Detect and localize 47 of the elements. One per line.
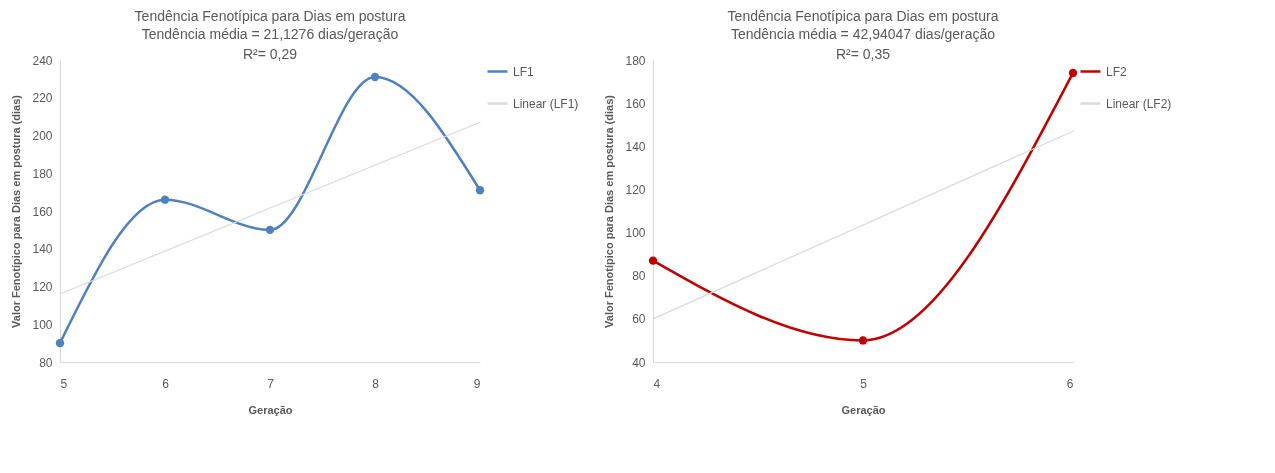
x-tick-label: 4 bbox=[653, 376, 661, 391]
y-tick-label: 80 bbox=[39, 355, 53, 370]
y-tick-label: 200 bbox=[32, 129, 53, 143]
y-tick-label: 220 bbox=[32, 91, 53, 106]
y-tick-label: 160 bbox=[625, 96, 646, 111]
x-axis-title: Geração bbox=[841, 403, 886, 416]
point bbox=[265, 225, 275, 235]
y-tick-label: 60 bbox=[632, 312, 646, 327]
annotation: R²= 0,35 bbox=[835, 46, 891, 62]
point bbox=[160, 195, 170, 204]
chart-title: Tendência Fenotípica para Dias em postura bbox=[134, 8, 406, 24]
y-tick-label: 100 bbox=[625, 226, 646, 241]
point bbox=[648, 256, 658, 265]
point bbox=[1068, 68, 1078, 78]
point bbox=[475, 186, 485, 195]
y-tick-label: 80 bbox=[632, 269, 646, 284]
y-tick-label: 40 bbox=[632, 355, 646, 370]
y-tick-label: 140 bbox=[625, 139, 646, 154]
y-tick-label: 120 bbox=[32, 280, 53, 294]
x-tick-label: 8 bbox=[372, 376, 380, 391]
x-tick-label: 7 bbox=[267, 376, 275, 391]
x-tick-label: 5 bbox=[860, 376, 868, 391]
y-tick-label: 180 bbox=[625, 53, 646, 68]
chart-title: Tendência Fenotípica para Dias em postura bbox=[727, 8, 999, 24]
chart-subtitle: Tendência média = 21,1276 dias/geração bbox=[141, 26, 399, 42]
point bbox=[55, 338, 65, 348]
legend-label: Linear (LF1) bbox=[513, 96, 579, 111]
y-tick-label: 120 bbox=[625, 182, 646, 197]
y-axis-title: Valor Fenotípico para Dias em postura (dias) bbox=[10, 94, 23, 328]
legend-label: Linear (LF2) bbox=[1106, 96, 1172, 111]
y-tick-label: 160 bbox=[32, 204, 53, 219]
x-tick-label: 5 bbox=[60, 376, 68, 391]
chart-subtitle: Tendência média = 42,94047 dias/geração bbox=[730, 26, 996, 42]
legend-label: LF1 bbox=[513, 64, 534, 79]
point bbox=[858, 336, 868, 345]
y-tick-label: 240 bbox=[32, 53, 53, 68]
x-axis-title: Geração bbox=[248, 403, 293, 416]
y-tick-label: 100 bbox=[32, 317, 53, 332]
x-tick-label: 6 bbox=[162, 376, 170, 391]
point bbox=[370, 72, 380, 82]
annotation: R²= 0,29 bbox=[242, 46, 298, 62]
y-axis-title: Valor Fenotípico para Dias em postura (dias) bbox=[603, 94, 616, 328]
x-tick-label: 6 bbox=[1066, 376, 1074, 391]
y-tick-label: 140 bbox=[32, 242, 53, 257]
x-tick-label: 9 bbox=[473, 376, 481, 391]
y-tick-label: 180 bbox=[32, 166, 53, 181]
legend-label: LF2 bbox=[1106, 64, 1127, 79]
